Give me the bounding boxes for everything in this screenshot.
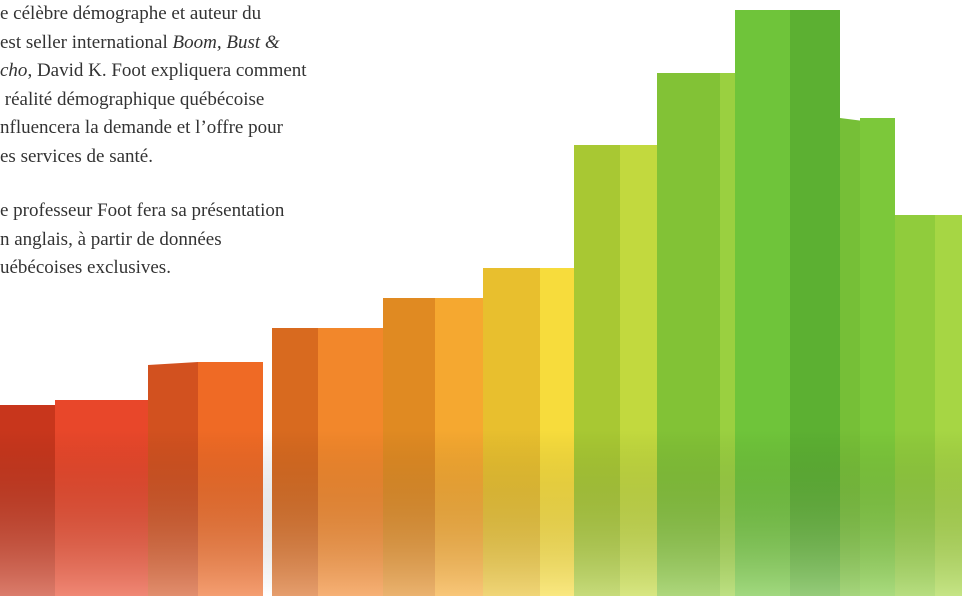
text: réalité démographique québécoise [0,88,265,110]
italic-text: cho [0,60,28,81]
text: , David K. Foot expliquera comment [27,60,307,81]
text-line: n anglais, à partir de données [0,226,307,255]
text: e professeur Foot fera sa présentation [0,200,285,221]
text-line: nfluencera la demande et l’offre pour [0,114,307,143]
floor-reflection [0,430,962,596]
text-line: es services de santé. [0,143,307,172]
text: e célèbre démographe et auteur du [0,3,262,24]
paragraph: e célèbre démographe et auteur du est sel… [0,0,307,171]
text: est seller international [0,31,173,53]
text: nfluencera la demande et l’offre pour [0,117,283,138]
text-line: est seller international Boom, Bust & [0,29,307,58]
text-line: réalité démographique québécoise [0,86,307,115]
text-line: cho, David K. Foot expliquera comment [0,57,307,86]
text-line: uébécoises exclusives. [0,254,307,283]
paragraph: e professeur Foot fera sa présentation n … [0,197,307,283]
text-line: e professeur Foot fera sa présentation [0,197,307,226]
italic-text: Boom, Bust & [172,31,280,53]
text-line: e célèbre démographe et auteur du [0,0,307,29]
body-text: e célèbre démographe et auteur du est sel… [0,0,307,309]
text: uébécoises exclusives. [0,257,171,278]
text: n anglais, à partir de données [0,228,222,250]
text: es services de santé. [0,145,153,167]
